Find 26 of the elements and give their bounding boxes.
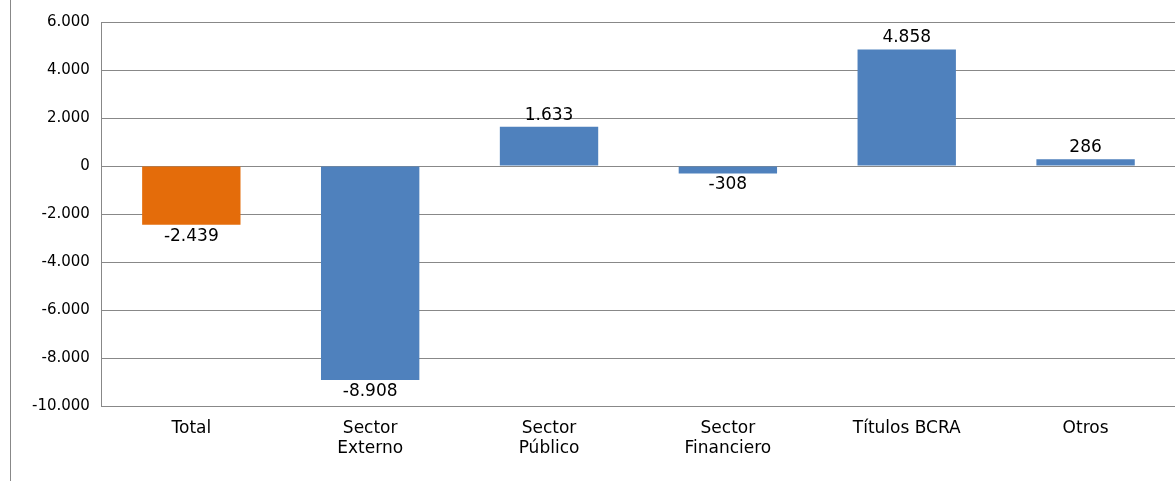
bar	[142, 166, 241, 225]
bar	[857, 49, 956, 166]
x-tick-label: Sector Público	[518, 416, 580, 458]
data-label: -8.908	[342, 379, 398, 400]
data-label: -2.439	[163, 224, 219, 245]
x-tick-label: Total	[170, 416, 212, 437]
x-tick-label: Títulos BCRA	[851, 416, 962, 437]
y-tick-label: -10.000	[31, 396, 90, 415]
data-label: 4.858	[882, 26, 932, 47]
data-label: 286	[1069, 136, 1102, 157]
x-tick-label: Sector Externo	[337, 416, 404, 458]
y-tick-label: -4.000	[41, 252, 90, 271]
bar	[320, 166, 420, 380]
bar	[499, 126, 599, 166]
data-label: -308	[708, 173, 748, 194]
y-tick-label: 0	[80, 155, 90, 174]
y-tick-label: -2.000	[41, 203, 90, 222]
y-tick-label: 4.000	[46, 59, 90, 78]
y-tick-label: 2.000	[46, 107, 90, 126]
bar	[1036, 159, 1135, 166]
x-tick-label: Sector Financiero	[684, 416, 772, 458]
y-tick-label: 6.000	[46, 11, 90, 30]
x-tick-label: Otros	[1062, 416, 1109, 437]
y-tick-label: -6.000	[41, 300, 90, 319]
data-label: 1.633	[524, 103, 574, 124]
y-tick-label: -8.000	[41, 348, 90, 367]
